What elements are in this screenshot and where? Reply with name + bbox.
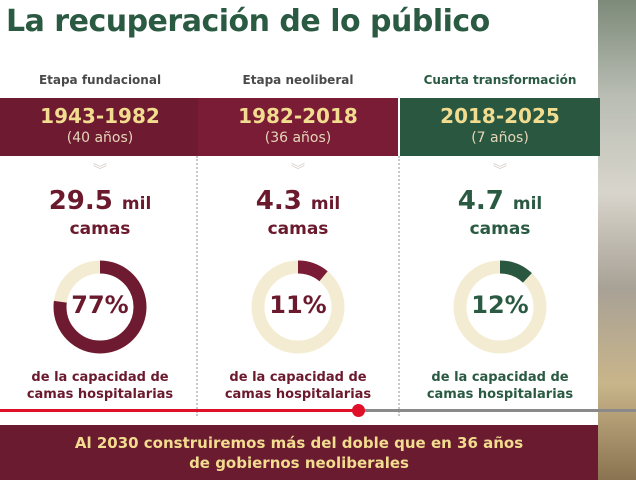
video-progress-bar[interactable]	[0, 409, 636, 412]
donut-fill	[453, 260, 547, 354]
page-title: La recuperación de lo público	[6, 4, 490, 39]
period-years: 1982-2018	[238, 104, 358, 128]
chevron-down-icon: ︾	[493, 163, 507, 179]
chevron-down-icon: ︾	[93, 163, 107, 179]
beds-value: 4.3 mil	[255, 186, 341, 216]
progress-fill	[0, 409, 359, 412]
stage-column: Cuarta transformación 2018-2025 (7 años)…	[400, 64, 600, 424]
period-band: 1982-2018 (36 años)	[198, 98, 398, 156]
percent-label: 12%	[471, 291, 529, 319]
stage-label: Cuarta transformación	[423, 73, 577, 87]
column-divider	[196, 156, 198, 416]
background-photo	[598, 0, 636, 480]
column-divider	[398, 156, 400, 416]
period-duration: (40 años)	[66, 130, 134, 146]
period-band: 1943-1982 (40 años)	[0, 98, 200, 156]
percent-donut: 77%	[48, 255, 152, 359]
stage-label: Etapa neoliberal	[242, 73, 354, 87]
percent-label: 11%	[269, 291, 327, 319]
percent-donut: 12%	[448, 255, 552, 359]
beds-label: camas	[267, 219, 329, 239]
chevron-down-icon: ︾	[291, 163, 305, 179]
caption-line-1: de la capacidad de	[31, 370, 169, 385]
percent-label: 77%	[71, 291, 129, 319]
stage-column: Etapa fundacional 1943-1982 (40 años) ︾ …	[0, 64, 200, 424]
caption-line-2: camas hospitalarias	[224, 387, 372, 402]
beds-unit: mil	[512, 194, 543, 214]
footer-line-2: de gobiernos neoliberales	[189, 454, 409, 472]
progress-scrubber-handle[interactable]	[352, 404, 366, 417]
caption-line-2: camas hospitalarias	[426, 387, 574, 402]
caption-line-2: camas hospitalarias	[26, 387, 174, 402]
beds-label: camas	[69, 219, 131, 239]
caption-line-1: de la capacidad de	[229, 370, 367, 385]
period-years: 1943-1982	[40, 104, 160, 128]
beds-value: 4.7 mil	[457, 186, 543, 216]
percent-donut: 11%	[246, 255, 350, 359]
donut-fill	[53, 260, 147, 354]
footer-banner: Al 2030 construiremos más del doble que …	[0, 425, 598, 480]
period-years: 2018-2025	[440, 104, 560, 128]
stage-label: Etapa fundacional	[38, 73, 162, 87]
beds-label: camas	[469, 219, 531, 239]
period-duration: (36 años)	[264, 130, 332, 146]
footer-line-1: Al 2030 construiremos más del doble que …	[74, 434, 524, 452]
caption-line-1: de la capacidad de	[431, 370, 569, 385]
beds-unit: mil	[121, 194, 152, 214]
stage-column: Etapa neoliberal 1982-2018 (36 años) ︾ 4…	[198, 64, 398, 424]
donut-fill	[251, 260, 345, 354]
beds-value: 29.5 mil	[48, 186, 152, 216]
period-band: 2018-2025 (7 años)	[400, 98, 600, 156]
beds-unit: mil	[310, 194, 341, 214]
period-duration: (7 años)	[471, 130, 529, 146]
